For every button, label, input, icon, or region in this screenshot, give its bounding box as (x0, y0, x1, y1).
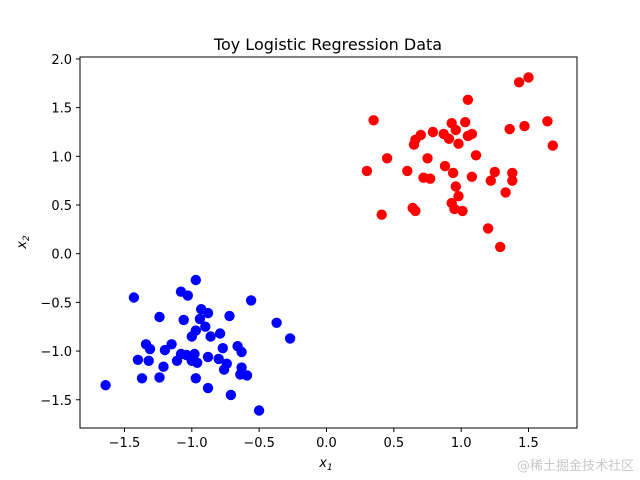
y-tick-label: 0.5 (51, 199, 72, 214)
data-point (217, 343, 228, 354)
data-point (190, 373, 201, 384)
data-point (166, 339, 177, 350)
data-point (194, 313, 206, 325)
chart-title: Toy Logistic Regression Data (213, 35, 442, 54)
data-point (159, 344, 171, 356)
data-point (466, 128, 478, 140)
data-point (450, 124, 461, 136)
data-point (171, 355, 183, 366)
y-tick-label: −0.5 (40, 296, 72, 311)
data-point (284, 333, 296, 344)
data-point (422, 153, 433, 164)
axes-frame (79, 56, 578, 429)
data-point (504, 123, 515, 135)
data-point (425, 173, 436, 184)
x-axis-label: x1 (318, 456, 332, 473)
data-point (143, 355, 154, 366)
y-tick-label: 1.5 (51, 102, 72, 117)
data-point (547, 140, 558, 151)
data-point (271, 317, 282, 328)
y-tick-label: 1.0 (51, 150, 72, 165)
data-point (449, 203, 460, 215)
data-point (144, 343, 156, 355)
data-point (489, 166, 500, 178)
data-point (128, 292, 140, 303)
data-point (368, 115, 379, 126)
x-tick-label: 1.0 (451, 436, 472, 451)
data-point (154, 311, 165, 323)
data-point (470, 150, 482, 161)
data-point (408, 139, 420, 150)
data-point (443, 133, 455, 144)
data-point (450, 181, 461, 192)
data-point (495, 241, 506, 253)
x-axis-ticks: −1.5 −1.0 −0.5 0.0 0.5 1.0 1.5 (109, 428, 539, 451)
data-point (485, 175, 496, 186)
y-tick-label: −1.0 (40, 345, 72, 360)
data-point (158, 361, 169, 372)
data-point (154, 372, 165, 383)
data-point (519, 120, 530, 132)
data-point (214, 328, 226, 339)
data-point (236, 346, 247, 358)
y-tick-label: 2.0 (51, 53, 72, 68)
data-point (190, 274, 201, 286)
data-point (447, 167, 459, 179)
data-point (225, 389, 237, 401)
data-point (542, 116, 553, 127)
data-point (178, 314, 189, 326)
x-tick-label: 0.0 (316, 436, 337, 451)
data-points (100, 72, 558, 416)
data-point (200, 321, 211, 332)
data-point (241, 370, 253, 381)
data-point (466, 171, 478, 182)
data-point (427, 126, 439, 138)
data-point (453, 191, 464, 202)
y-tick-label: −1.5 (40, 394, 72, 409)
data-point (361, 165, 373, 177)
x-tick-label: 1.5 (518, 436, 539, 451)
data-point (253, 405, 265, 416)
data-point (245, 295, 257, 306)
data-point (507, 175, 518, 186)
x-tick-label: −1.5 (109, 436, 141, 451)
data-point (182, 290, 193, 301)
y-axis-ticks: 2.0 1.5 1.0 0.5 0.0 −0.5 −1.0 −1.5 (40, 53, 80, 409)
data-point (136, 373, 148, 384)
data-point (507, 167, 518, 179)
data-point (457, 205, 468, 217)
data-point (462, 94, 474, 106)
data-point (513, 77, 525, 88)
data-point (218, 364, 230, 375)
data-point (202, 382, 214, 394)
data-point (192, 357, 203, 368)
x-tick-label: −0.5 (243, 436, 275, 451)
x-tick-label: 0.5 (383, 436, 404, 451)
data-point (186, 331, 197, 342)
data-point (460, 117, 471, 128)
data-point (224, 310, 235, 322)
x-tick-label: −1.0 (176, 436, 208, 451)
data-point (381, 153, 393, 164)
watermark: @稀土掘金技术社区 (516, 459, 634, 474)
data-point (453, 138, 464, 149)
data-point (439, 160, 451, 172)
data-point (202, 351, 214, 363)
y-axis-label: x2 (15, 235, 32, 250)
data-point (482, 223, 494, 234)
data-point (132, 354, 144, 365)
data-point (100, 380, 111, 391)
data-point (202, 307, 214, 319)
data-point (205, 331, 216, 342)
data-point (213, 353, 224, 365)
y-tick-label: 0.0 (51, 248, 72, 263)
data-point (500, 187, 511, 198)
data-point (402, 165, 413, 177)
data-point (523, 72, 534, 83)
data-point (376, 209, 387, 220)
data-point (410, 205, 421, 217)
